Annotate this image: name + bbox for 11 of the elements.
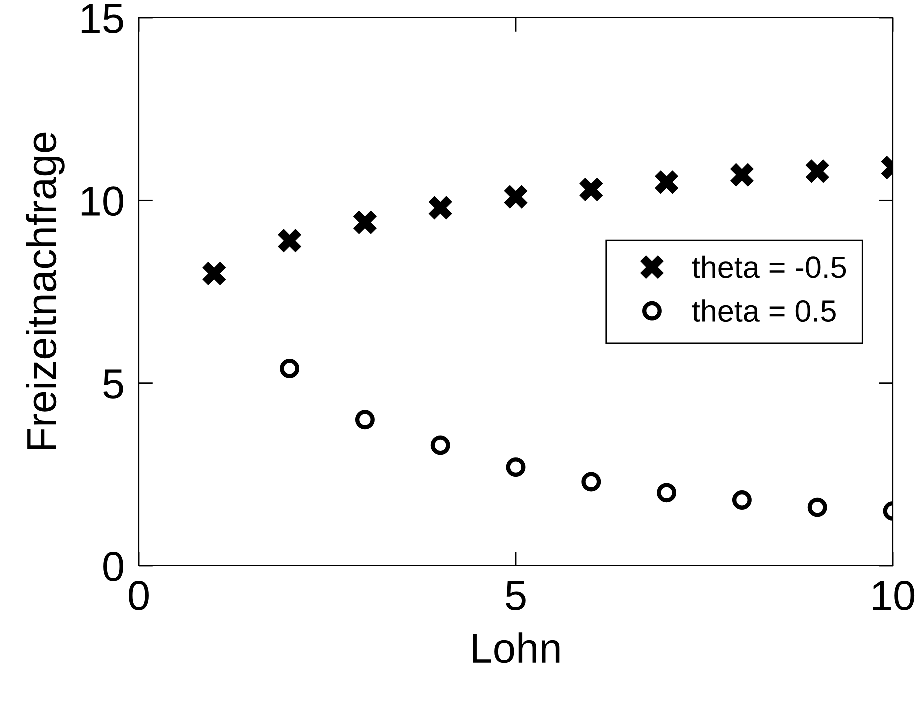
legend-label: theta = 0.5 [692, 300, 836, 322]
y-tick-label: 0 [104, 552, 124, 582]
y-axis-title: Freizeitnachfrage [26, 132, 65, 450]
y-tick-label: 5 [104, 370, 124, 399]
y-tick-label: 10 [82, 186, 124, 216]
x-tick-label: 10 [873, 580, 915, 610]
legend-label: theta = -0.5 [692, 256, 846, 278]
x-axis-title: Lohn [473, 632, 560, 664]
x-tick-label: 0 [129, 580, 149, 610]
y-tick-label: 15 [82, 4, 124, 34]
x-tick-label: 5 [506, 581, 526, 610]
